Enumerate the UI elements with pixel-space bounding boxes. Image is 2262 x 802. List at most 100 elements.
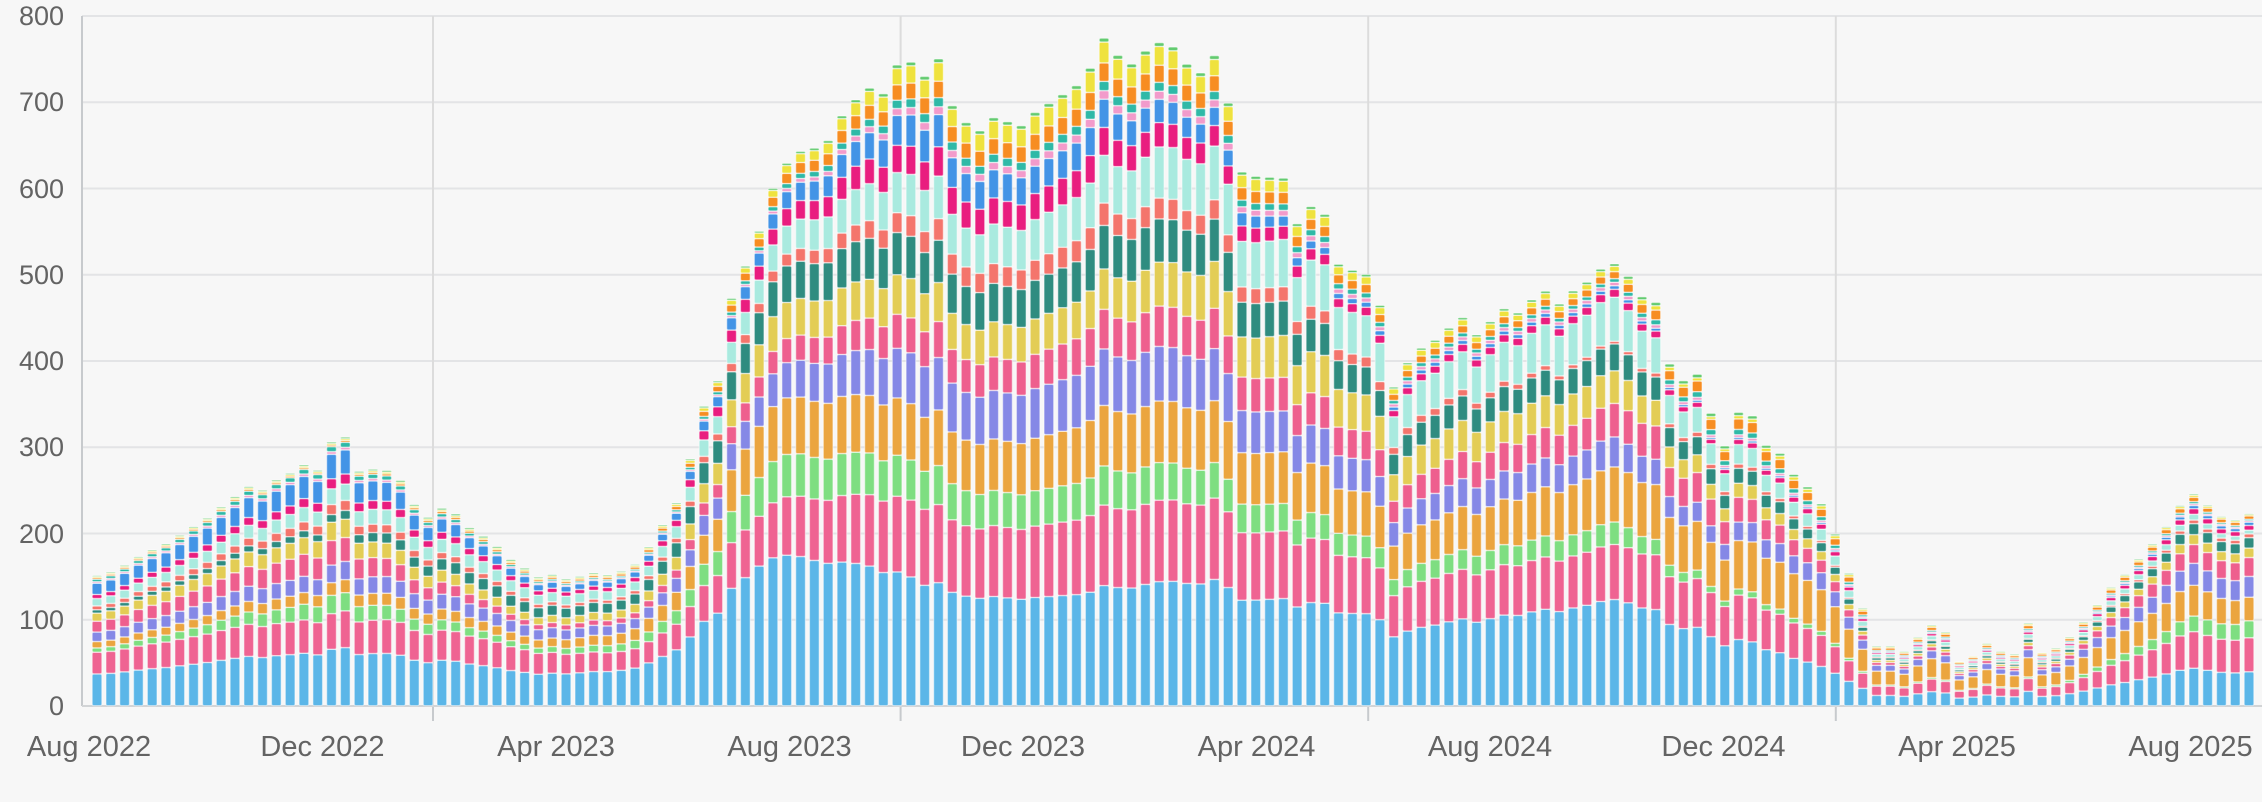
bar-week-74[interactable] bbox=[1112, 54, 1124, 707]
bar-week-7[interactable] bbox=[188, 526, 199, 707]
bar-week-57[interactable] bbox=[877, 93, 889, 707]
bar-week-18[interactable] bbox=[339, 436, 351, 707]
bar-week-121[interactable] bbox=[1760, 444, 1772, 707]
bar-week-29[interactable] bbox=[491, 546, 503, 707]
bar-week-65[interactable] bbox=[988, 117, 1000, 707]
bar-week-95[interactable] bbox=[1402, 362, 1413, 707]
bar-week-154[interactable] bbox=[2216, 516, 2227, 707]
bar-week-137[interactable] bbox=[1981, 643, 1993, 707]
bar-week-119[interactable] bbox=[1733, 411, 1744, 707]
bar-week-63[interactable] bbox=[960, 122, 972, 707]
bar-week-60[interactable] bbox=[919, 75, 931, 707]
bar-week-59[interactable] bbox=[905, 61, 917, 707]
bar-week-24[interactable] bbox=[422, 516, 434, 707]
bar-week-149[interactable] bbox=[2147, 543, 2158, 707]
bar-week-99[interactable] bbox=[1457, 317, 1469, 707]
bar-week-78[interactable] bbox=[1167, 46, 1179, 707]
bar-week-87[interactable] bbox=[1291, 223, 1303, 707]
bar-week-130[interactable] bbox=[1884, 645, 1896, 707]
bar-week-92[interactable] bbox=[1360, 273, 1372, 707]
bar-week-83[interactable] bbox=[1236, 171, 1248, 707]
bar-week-102[interactable] bbox=[1498, 308, 1510, 707]
bar-week-9[interactable] bbox=[215, 506, 227, 707]
bar-week-12[interactable] bbox=[257, 489, 268, 707]
bar-week-109[interactable] bbox=[1595, 268, 1607, 707]
bar-week-16[interactable] bbox=[312, 469, 324, 707]
bar-week-113[interactable] bbox=[1650, 301, 1662, 707]
bar-week-140[interactable] bbox=[2022, 622, 2034, 707]
bar-week-40[interactable] bbox=[643, 546, 655, 707]
bar-week-122[interactable] bbox=[1774, 452, 1786, 707]
bar-week-38[interactable] bbox=[615, 570, 627, 707]
bar-week-103[interactable] bbox=[1512, 312, 1524, 707]
bar-week-2[interactable] bbox=[119, 564, 130, 707]
bar-week-147[interactable] bbox=[2119, 574, 2131, 707]
bar-week-75[interactable] bbox=[1126, 63, 1138, 707]
bar-week-28[interactable] bbox=[477, 535, 489, 707]
bar-week-112[interactable] bbox=[1636, 296, 1648, 707]
bar-week-72[interactable] bbox=[1084, 67, 1096, 707]
bar-week-98[interactable] bbox=[1443, 327, 1455, 707]
bar-week-153[interactable] bbox=[2202, 504, 2214, 707]
bar-week-144[interactable] bbox=[2078, 621, 2089, 707]
bar-week-73[interactable] bbox=[1098, 37, 1110, 707]
bar-week-100[interactable] bbox=[1471, 334, 1482, 707]
bar-week-106[interactable] bbox=[1553, 303, 1565, 707]
bar-week-108[interactable] bbox=[1581, 281, 1593, 707]
bar-week-143[interactable] bbox=[2064, 636, 2076, 707]
bar-week-44[interactable] bbox=[698, 405, 710, 707]
bar-week-88[interactable] bbox=[1305, 206, 1317, 707]
bar-week-36[interactable] bbox=[588, 572, 600, 707]
bar-week-90[interactable] bbox=[1333, 263, 1344, 707]
bar-week-42[interactable] bbox=[670, 502, 682, 707]
bar-week-155[interactable] bbox=[2229, 519, 2241, 707]
bar-week-156[interactable] bbox=[2243, 513, 2255, 707]
bar-week-101[interactable] bbox=[1484, 321, 1496, 707]
bar-week-55[interactable] bbox=[850, 99, 862, 707]
bar-week-124[interactable] bbox=[1802, 486, 1813, 707]
bar-week-51[interactable] bbox=[795, 150, 806, 707]
bar-week-26[interactable] bbox=[450, 513, 462, 707]
bar-week-35[interactable] bbox=[574, 576, 586, 707]
bar-week-145[interactable] bbox=[2091, 604, 2103, 707]
bar-week-23[interactable] bbox=[408, 504, 420, 707]
bar-week-22[interactable] bbox=[395, 480, 406, 707]
bar-week-0[interactable] bbox=[91, 575, 103, 707]
bar-week-30[interactable] bbox=[505, 559, 517, 707]
bar-week-135[interactable] bbox=[1953, 661, 1965, 707]
bar-week-114[interactable] bbox=[1664, 363, 1676, 707]
bar-week-80[interactable] bbox=[1195, 72, 1206, 707]
bar-week-8[interactable] bbox=[201, 517, 213, 707]
bar-week-93[interactable] bbox=[1374, 304, 1386, 707]
bar-week-118[interactable] bbox=[1719, 445, 1731, 707]
bar-week-25[interactable] bbox=[436, 507, 448, 707]
bar-week-14[interactable] bbox=[284, 472, 296, 707]
bar-week-134[interactable] bbox=[1940, 631, 1951, 707]
bar-week-1[interactable] bbox=[105, 571, 117, 707]
bar-week-13[interactable] bbox=[270, 479, 282, 707]
bar-week-11[interactable] bbox=[243, 486, 255, 707]
bar-week-132[interactable] bbox=[1912, 636, 1924, 707]
bar-week-45[interactable] bbox=[712, 380, 724, 707]
bar-week-128[interactable] bbox=[1857, 607, 1869, 707]
bar-week-70[interactable] bbox=[1057, 94, 1069, 707]
bar-week-39[interactable] bbox=[629, 563, 641, 707]
bar-week-48[interactable] bbox=[753, 230, 765, 707]
bar-week-86[interactable] bbox=[1277, 177, 1289, 707]
bar-week-3[interactable] bbox=[132, 556, 144, 707]
bar-week-123[interactable] bbox=[1788, 473, 1800, 707]
bar-week-85[interactable] bbox=[1264, 176, 1275, 707]
bar-week-105[interactable] bbox=[1540, 290, 1551, 707]
bar-week-17[interactable] bbox=[326, 441, 337, 707]
bar-week-31[interactable] bbox=[519, 567, 531, 707]
bar-week-20[interactable] bbox=[367, 468, 379, 707]
bar-week-107[interactable] bbox=[1567, 290, 1579, 707]
bar-week-127[interactable] bbox=[1843, 572, 1855, 707]
bar-week-61[interactable] bbox=[933, 58, 944, 707]
bar-week-62[interactable] bbox=[946, 105, 958, 707]
bar-week-41[interactable] bbox=[657, 524, 668, 707]
bar-week-43[interactable] bbox=[684, 458, 696, 707]
bar-week-15[interactable] bbox=[298, 464, 310, 707]
bar-week-89[interactable] bbox=[1319, 213, 1331, 707]
bar-week-33[interactable] bbox=[546, 574, 558, 707]
